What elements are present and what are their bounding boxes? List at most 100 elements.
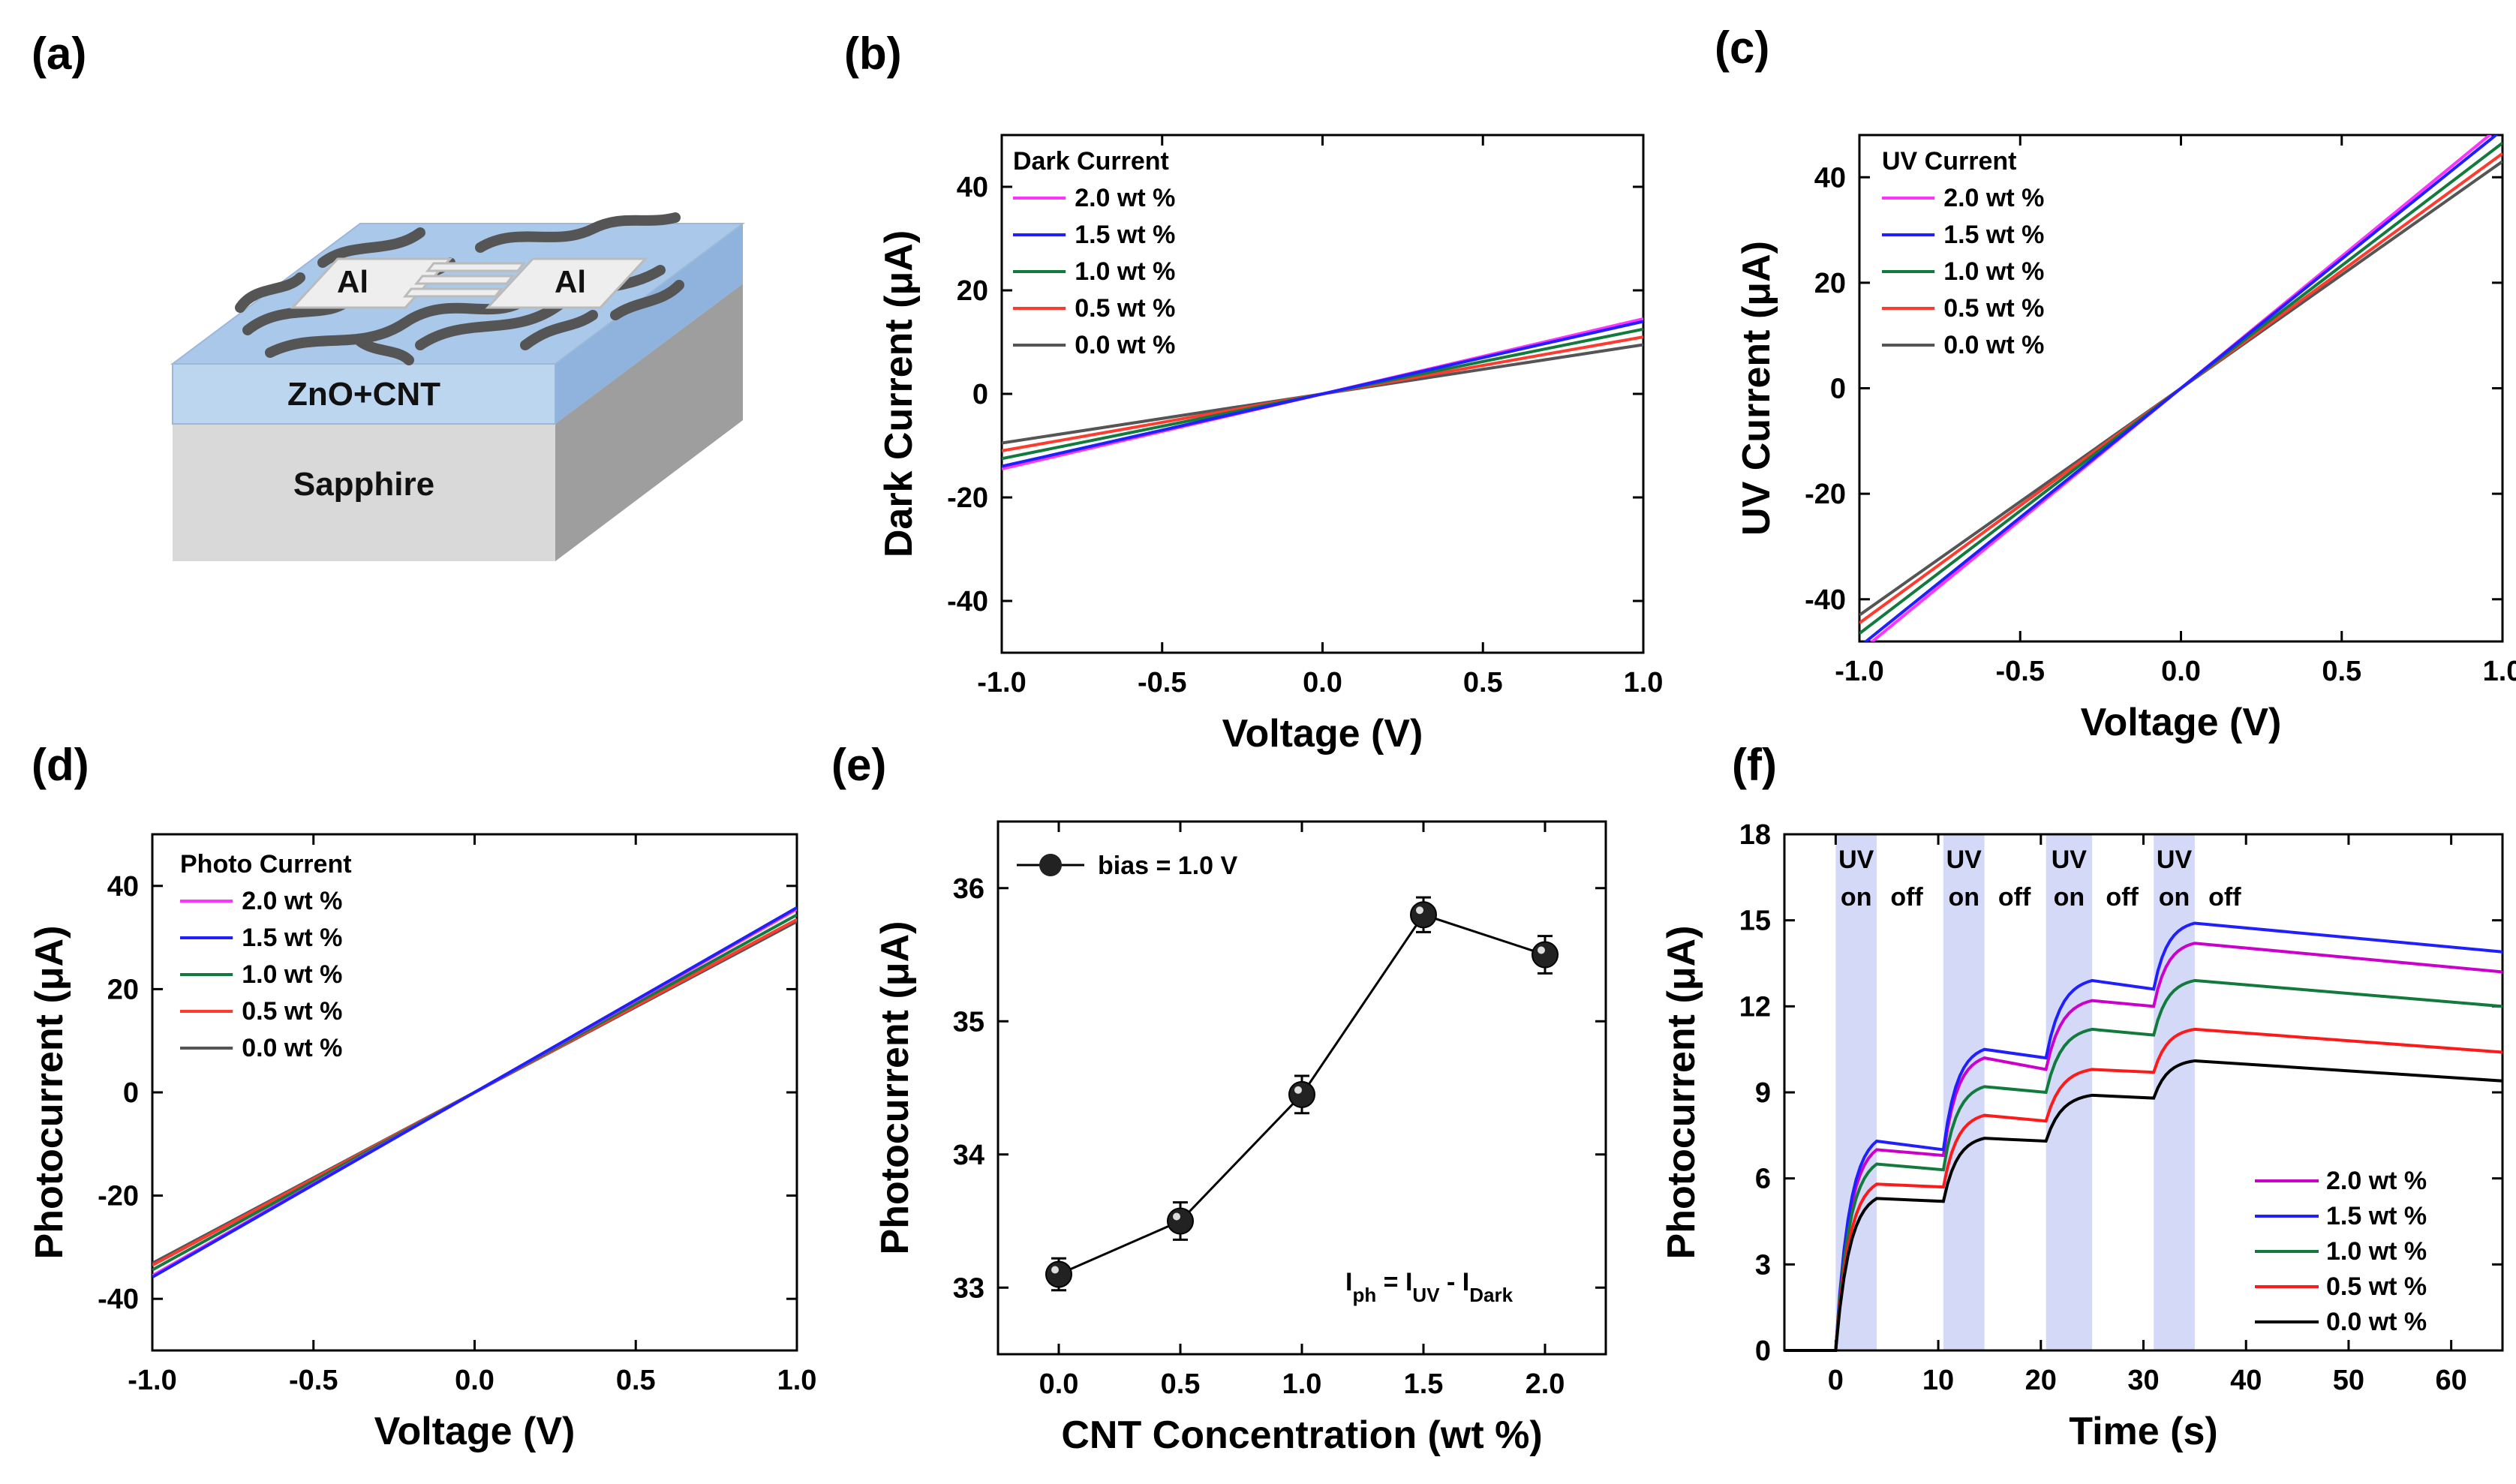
y-axis-title-c: UV Current (μA): [1735, 241, 1778, 536]
x-tick-label-e: 0.0: [1039, 1368, 1079, 1400]
y-tick-label-f: 15: [1739, 906, 1771, 937]
y-tick-label-c: 20: [1814, 268, 1846, 299]
formula-part-sub3: Dark: [1469, 1284, 1513, 1306]
uv-label-f: UV: [2052, 846, 2088, 874]
x-axis-title-c: Voltage (V): [2081, 701, 2282, 744]
x-tick-label-f: 20: [2025, 1365, 2057, 1396]
legend-label-e: bias = 1.0 V: [1098, 852, 1237, 880]
x-tick-label-f: 60: [2436, 1365, 2467, 1396]
uv-off-label-f: off: [2106, 883, 2139, 912]
uv-window-f: [2154, 834, 2195, 1350]
data-point-highlight-e: [1173, 1212, 1180, 1221]
y-tick-label-f: 6: [1755, 1164, 1771, 1195]
substrate-label: Sapphire: [293, 466, 434, 503]
y-tick-label-c: -40: [1805, 584, 1846, 616]
legend-label-f: 1.5 wt %: [2326, 1202, 2427, 1230]
x-tick-label-b: -0.5: [1138, 667, 1186, 698]
electrode-right-label: Al: [555, 264, 586, 299]
y-tick-label-f: 0: [1755, 1335, 1771, 1367]
y-axis-title-d: Photocurrent (μA): [28, 926, 71, 1260]
chart-e-photocurrent-vs-cnt: 0.0 0.5 1.0 1.5 2.0 33 34 35 36 CNT Concentration…: [873, 820, 1607, 1457]
x-tick-label-b: -1.0: [977, 667, 1026, 698]
legend-label-d: 2.0 wt %: [242, 887, 342, 915]
data-point-e: [1532, 941, 1559, 969]
chart-c-uv-current: -1.0 -0.5 0.0 0.5 1.0 -40 -20 0 20 40 Voltage (V) U…: [1735, 134, 2516, 744]
uv-on-label-f: on: [2054, 883, 2085, 912]
y-tick-label-b: -20: [947, 482, 988, 514]
series-line-d-15: [152, 906, 797, 1279]
data-point-e: [1288, 1080, 1315, 1108]
formula-part-sub1: ph: [1352, 1284, 1376, 1306]
y-tick-label-b: 0: [972, 379, 988, 410]
y-tick-label-d: -20: [98, 1181, 139, 1212]
x-tick-label-d: -0.5: [289, 1365, 338, 1396]
formula-part-main: I: [1345, 1268, 1352, 1296]
legend-label-b: 1.0 wt %: [1075, 257, 1175, 286]
x-axis-title-f: Time (s): [2069, 1410, 2217, 1453]
legend-label-b: 0.0 wt %: [1075, 331, 1175, 359]
x-tick-label-c: 0.5: [2322, 656, 2361, 687]
series-group-d: [152, 906, 797, 1279]
y-axis-title-e: Photocurrent (μA): [873, 921, 917, 1255]
data-point-highlight-e: [1416, 906, 1423, 915]
series-group-b: [1002, 317, 1643, 470]
legend-title-c: UV Current: [1882, 147, 2016, 176]
panel-label-e: (e): [831, 740, 886, 790]
legend-label-c: 2.0 wt %: [1943, 184, 2044, 212]
x-tick-label-f: 50: [2333, 1365, 2364, 1396]
legend-label-c: 1.5 wt %: [1943, 221, 2044, 249]
x-tick-label-f: 30: [2127, 1365, 2159, 1396]
panel-label-d: (d): [32, 740, 89, 790]
zno-layer-label: ZnO+CNT: [287, 376, 440, 413]
electrode-fingers: [402, 262, 527, 298]
series-line-f-15: [1784, 921, 2503, 1352]
x-tick-label-c: -0.5: [1996, 656, 2045, 687]
data-point-e: [1045, 1260, 1072, 1288]
data-point-e: [1167, 1207, 1194, 1235]
zno-layer-side: [555, 224, 743, 424]
legend-marker-e: [1039, 854, 1062, 876]
x-tick-label-e: 1.0: [1282, 1368, 1322, 1400]
legend-label-d: 0.5 wt %: [242, 997, 342, 1026]
formula-part-minus: - I: [1440, 1268, 1470, 1296]
legend-label-c: 1.0 wt %: [1943, 257, 2044, 286]
x-tick-label-e: 1.5: [1404, 1368, 1444, 1400]
legend-label-d: 1.0 wt %: [242, 960, 342, 989]
legend-label-b: 2.0 wt %: [1075, 184, 1175, 212]
y-tick-label-c: 0: [1830, 374, 1846, 405]
legend-label-d: 0.0 wt %: [242, 1034, 342, 1062]
uv-off-label-f: off: [2208, 883, 2241, 912]
y-tick-label-b: 20: [957, 275, 988, 307]
panel-label-c: (c): [1715, 23, 1769, 73]
uv-window-f: [1943, 834, 1985, 1350]
x-tick-label-d: 0.5: [616, 1365, 656, 1396]
y-tick-label-f: 3: [1755, 1249, 1771, 1281]
x-axis-title-d: Voltage (V): [374, 1410, 576, 1453]
substrate-side: [555, 284, 743, 561]
panel-label-b: (b): [844, 29, 902, 79]
x-tick-label-f: 10: [1922, 1365, 1954, 1396]
x-tick-label-d: 1.0: [777, 1365, 817, 1396]
y-axis-title-f: Photocurrent (μA): [1660, 926, 1703, 1260]
legend-label-b: 1.5 wt %: [1075, 221, 1175, 249]
x-tick-label-c: -1.0: [1835, 656, 1883, 687]
legend-label-f: 0.0 wt %: [2326, 1308, 2427, 1336]
y-tick-label-f: 18: [1739, 819, 1771, 851]
y-tick-label-e: 35: [953, 1006, 984, 1038]
uv-label-f: UV: [1838, 846, 1874, 874]
panel-label-a: (a): [32, 29, 86, 79]
y-tick-label-c: -20: [1805, 479, 1846, 510]
series-line-f-10: [1784, 978, 2503, 1352]
y-tick-label-d: 40: [107, 871, 139, 903]
uv-window-f: [2046, 834, 2093, 1350]
x-tick-label-f: 40: [2230, 1365, 2262, 1396]
series-group-c: [1859, 135, 2502, 641]
uv-on-label-f: on: [1948, 883, 1979, 912]
x-tick-label-b: 0.5: [1463, 667, 1503, 698]
y-tick-label-f: 9: [1755, 1077, 1771, 1109]
formula-part-sub2: UV: [1412, 1284, 1440, 1306]
x-tick-label-e: 2.0: [1526, 1368, 1565, 1400]
legend-label-d: 1.5 wt %: [242, 924, 342, 952]
legend-label-b: 0.5 wt %: [1075, 294, 1175, 323]
